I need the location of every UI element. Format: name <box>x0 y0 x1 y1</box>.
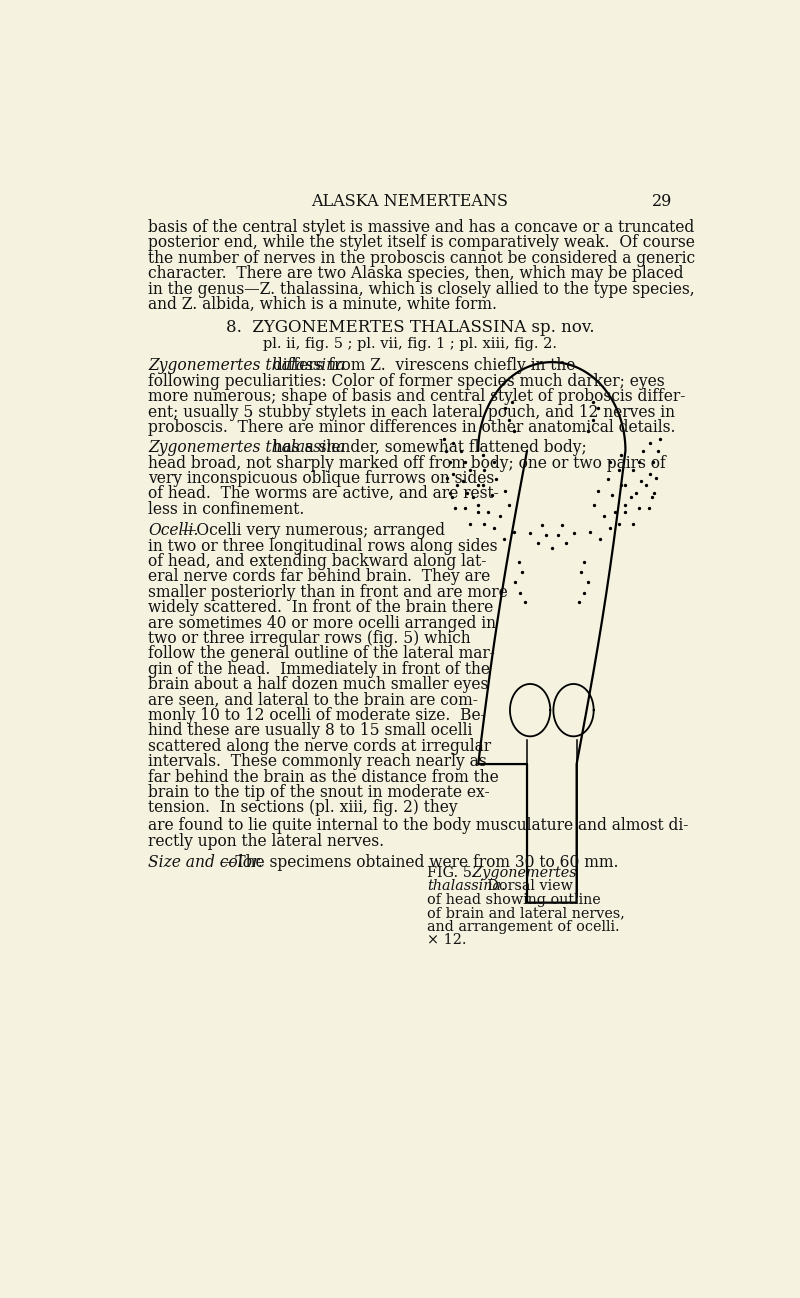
Text: far behind the brain as the distance from the: far behind the brain as the distance fro… <box>148 768 499 785</box>
Text: are seen, and lateral to the brain are com-: are seen, and lateral to the brain are c… <box>148 692 478 709</box>
Text: two or three irregular rows (fig. 5) which: two or three irregular rows (fig. 5) whi… <box>148 630 470 648</box>
Text: scattered along the nerve cords at irregular: scattered along the nerve cords at irreg… <box>148 737 491 755</box>
Text: eral nerve cords far behind brain.  They are: eral nerve cords far behind brain. They … <box>148 569 490 585</box>
Text: widely scattered.  In front of the brain there: widely scattered. In front of the brain … <box>148 600 494 617</box>
Text: × 12.: × 12. <box>427 933 466 948</box>
Text: the number of nerves in the proboscis cannot be considered a generic: the number of nerves in the proboscis ca… <box>148 249 695 266</box>
Text: pl. ii, fig. 5 ; pl. vii, fig. 1 ; pl. xiii, fig. 2.: pl. ii, fig. 5 ; pl. vii, fig. 1 ; pl. x… <box>263 337 557 352</box>
Text: following peculiarities: Color of former species much darker; eyes: following peculiarities: Color of former… <box>148 373 665 389</box>
Text: Zygonemertes: Zygonemertes <box>462 866 576 880</box>
Text: ALASKA NEMERTEANS: ALASKA NEMERTEANS <box>311 192 509 210</box>
Text: intervals.  These commonly reach nearly as: intervals. These commonly reach nearly a… <box>148 753 486 770</box>
Text: less in confinement.: less in confinement. <box>148 501 305 518</box>
Text: of head, and extending backward along lat-: of head, and extending backward along la… <box>148 553 486 570</box>
Text: very inconspicuous oblique furrows on sides: very inconspicuous oblique furrows on si… <box>148 470 494 487</box>
Text: brain to the tip of the snout in moderate ex-: brain to the tip of the snout in moderat… <box>148 784 490 801</box>
Text: gin of the head.  Immediately in front of the: gin of the head. Immediately in front of… <box>148 661 490 678</box>
Text: —Ocelli very numerous; arranged: —Ocelli very numerous; arranged <box>182 522 446 539</box>
Text: Size and color.: Size and color. <box>148 854 262 871</box>
Text: differs from Z.  virescens chiefly in the: differs from Z. virescens chiefly in the <box>268 357 575 375</box>
Text: brain about a half dozen much smaller eyes: brain about a half dozen much smaller ey… <box>148 676 489 693</box>
Text: hind these are usually 8 to 15 small ocelli: hind these are usually 8 to 15 small oce… <box>148 723 473 740</box>
Text: tension.  In sections (pl. xiii, fig. 2) they: tension. In sections (pl. xiii, fig. 2) … <box>148 800 458 816</box>
Text: of head showing outline: of head showing outline <box>427 893 601 906</box>
Text: rectly upon the lateral nerves.: rectly upon the lateral nerves. <box>148 832 384 850</box>
Text: are found to lie quite internal to the body musculature and almost di-: are found to lie quite internal to the b… <box>148 818 689 835</box>
Text: proboscis.  There are minor differences in other anatomical details.: proboscis. There are minor differences i… <box>148 419 675 436</box>
Text: posterior end, while the stylet itself is comparatively weak.  Of course: posterior end, while the stylet itself i… <box>148 235 695 252</box>
Text: Zygonemertes thalassina: Zygonemertes thalassina <box>148 357 346 375</box>
Text: 29: 29 <box>651 192 672 210</box>
Text: and arrangement of ocelli.: and arrangement of ocelli. <box>427 919 620 933</box>
Text: Dorsal view: Dorsal view <box>478 879 573 893</box>
Text: and Z. albida, which is a minute, white form.: and Z. albida, which is a minute, white … <box>148 296 497 313</box>
Text: follow the general outline of the lateral mar-: follow the general outline of the latera… <box>148 645 495 662</box>
Text: are sometimes 40 or more ocelli arranged in: are sometimes 40 or more ocelli arranged… <box>148 615 496 632</box>
Text: ent; usually 5 stubby stylets in each lateral pouch, and 12 nerves in: ent; usually 5 stubby stylets in each la… <box>148 404 675 421</box>
Text: Zygonemertes thalassina: Zygonemertes thalassina <box>148 439 346 456</box>
Text: in the genus—Z. thalassina, which is closely allied to the type species,: in the genus—Z. thalassina, which is clo… <box>148 280 694 297</box>
Text: monly 10 to 12 ocelli of moderate size.  Be-: monly 10 to 12 ocelli of moderate size. … <box>148 707 486 724</box>
Text: —The specimens obtained were from 30 to 60 mm.: —The specimens obtained were from 30 to … <box>220 854 618 871</box>
Text: head broad, not sharply marked off from body; one or two pairs of: head broad, not sharply marked off from … <box>148 454 666 471</box>
Text: FIG. 5.: FIG. 5. <box>427 866 477 880</box>
Text: basis of the central stylet is massive and has a concave or a truncated: basis of the central stylet is massive a… <box>148 219 694 236</box>
Text: thalassina.: thalassina. <box>427 879 506 893</box>
Text: of brain and lateral nerves,: of brain and lateral nerves, <box>427 906 625 920</box>
Text: has a slender, somewhat flattened body;: has a slender, somewhat flattened body; <box>268 439 587 456</box>
Text: character.  There are two Alaska species, then, which may be placed: character. There are two Alaska species,… <box>148 265 683 282</box>
Text: of head.  The worms are active, and are rest-: of head. The worms are active, and are r… <box>148 485 499 502</box>
Text: 8.  ZYGONEMERTES THALASSINA sp. nov.: 8. ZYGONEMERTES THALASSINA sp. nov. <box>226 319 594 336</box>
Text: smaller posteriorly than in front and are more: smaller posteriorly than in front and ar… <box>148 584 508 601</box>
Text: Ocelli.: Ocelli. <box>148 522 198 539</box>
Text: more numerous; shape of basis and central stylet of proboscis differ-: more numerous; shape of basis and centra… <box>148 388 686 405</box>
Text: in two or three longitudinal rows along sides: in two or three longitudinal rows along … <box>148 537 498 554</box>
